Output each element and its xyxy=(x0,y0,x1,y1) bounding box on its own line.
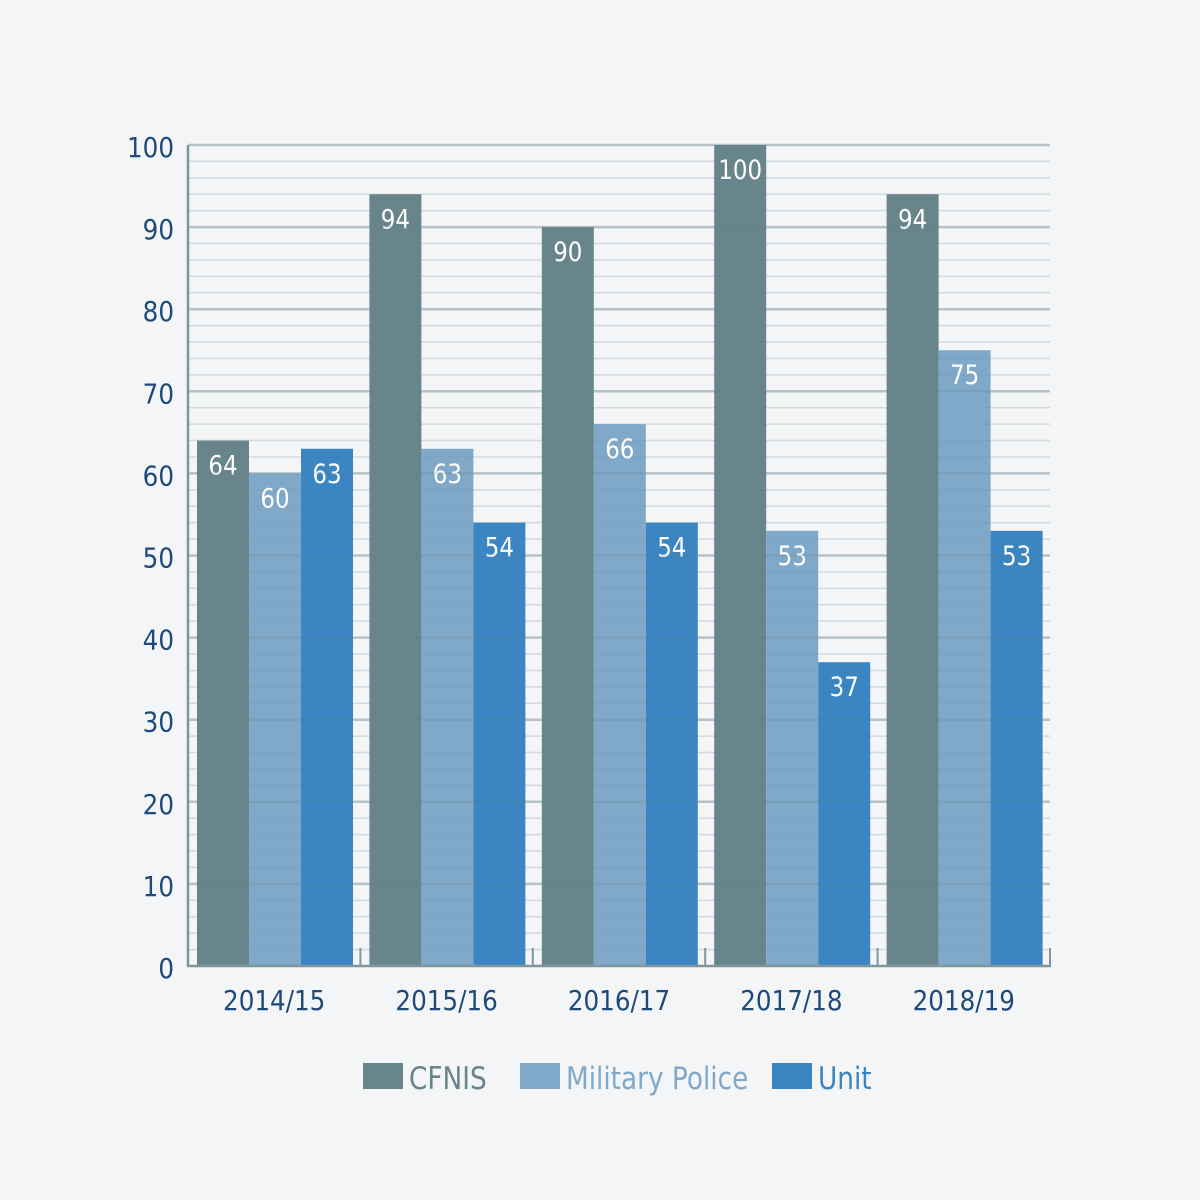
legend-label: Military Police xyxy=(566,1060,748,1097)
x-tick-label: 2017/18 xyxy=(740,986,842,1018)
data-label: 66 xyxy=(605,433,634,464)
data-label: 75 xyxy=(950,359,979,390)
y-tick-label: 10 xyxy=(143,871,174,903)
data-label: 54 xyxy=(485,532,514,563)
legend-swatch xyxy=(520,1063,560,1089)
bar-military-police xyxy=(421,448,474,966)
x-tick-label: 2015/16 xyxy=(395,986,497,1018)
bar-group-2014-15: 64 60 63 xyxy=(197,440,353,966)
bar-unit xyxy=(473,522,526,966)
y-tick-label: 0 xyxy=(158,954,174,986)
legend-item-military-police: Military Police xyxy=(520,1060,748,1097)
bar-cfnis xyxy=(714,145,767,966)
bar-unit xyxy=(301,448,353,966)
data-label: 64 xyxy=(208,450,237,481)
y-tick-label: 80 xyxy=(143,297,174,329)
data-label: 100 xyxy=(718,154,762,185)
y-tick-label: 100 xyxy=(127,133,174,165)
legend-label: CFNIS xyxy=(409,1060,487,1097)
data-label: 63 xyxy=(433,458,462,489)
bar-group-2018-19: 94 75 53 xyxy=(886,194,1043,966)
bar-military-police xyxy=(766,530,819,966)
y-tick-label: 60 xyxy=(143,461,174,493)
bar-unit xyxy=(818,662,871,966)
data-label: 53 xyxy=(778,540,807,571)
data-label: 90 xyxy=(553,236,582,267)
y-tick-label: 50 xyxy=(143,543,174,575)
y-tick-label: 90 xyxy=(143,215,174,247)
legend-label: Unit xyxy=(818,1060,872,1097)
bar-unit xyxy=(645,522,698,966)
bar-cfnis xyxy=(369,194,422,966)
bar-group-2016-17: 90 66 54 xyxy=(541,227,698,967)
legend-item-unit: Unit xyxy=(772,1060,872,1097)
y-tick-label: 20 xyxy=(143,789,174,821)
bar-cfnis xyxy=(197,440,249,966)
bar-group-2017-18: 100 53 37 xyxy=(714,145,871,966)
data-label: 53 xyxy=(1002,540,1031,571)
data-label: 94 xyxy=(898,203,927,234)
bars: 64 60 63 94 63 54 90 66 54 100 53 37 94 75 53 xyxy=(197,145,1043,967)
axes: 2014/15 2015/16 2016/17 2017/18 2018/19 0 10 20… xyxy=(127,133,1051,1018)
data-label: 54 xyxy=(657,532,686,563)
bar-group-2015-16: 94 63 54 xyxy=(369,194,526,966)
y-tick-label: 40 xyxy=(143,625,174,657)
bar-cfnis xyxy=(541,227,594,967)
legend: CFNIS Military Police Unit xyxy=(363,1060,872,1097)
bar-military-police xyxy=(249,473,301,966)
data-label: 60 xyxy=(260,483,289,514)
x-tick-label: 2016/17 xyxy=(568,986,670,1018)
data-label: 94 xyxy=(381,203,410,234)
x-tick-label: 2014/15 xyxy=(223,986,325,1018)
bar-military-police xyxy=(593,424,646,966)
legend-item-cfnis: CFNIS xyxy=(363,1060,487,1097)
gridlines-overlay xyxy=(188,143,1050,951)
data-label: 37 xyxy=(830,671,859,702)
x-tick-label: 2018/19 xyxy=(913,986,1015,1018)
y-tick-label: 70 xyxy=(143,379,174,411)
legend-swatch xyxy=(363,1063,403,1089)
data-label: 63 xyxy=(312,458,341,489)
legend-swatch xyxy=(772,1063,812,1089)
bar-military-police xyxy=(938,350,991,966)
y-tick-label: 30 xyxy=(143,707,174,739)
bar-unit xyxy=(990,530,1043,966)
bar-cfnis xyxy=(886,194,939,966)
